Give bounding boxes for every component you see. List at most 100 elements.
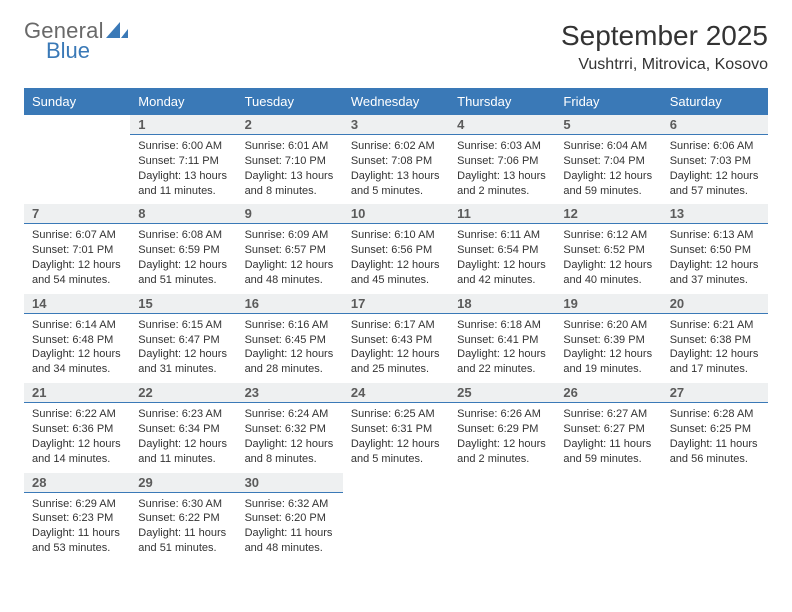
daylight-line: Daylight: 12 hours and 54 minutes. — [32, 258, 122, 288]
day-details: Sunrise: 6:27 AMSunset: 6:27 PMDaylight:… — [555, 403, 661, 472]
sunset-line: Sunset: 7:04 PM — [563, 154, 653, 169]
daylight-line: Daylight: 12 hours and 14 minutes. — [32, 437, 122, 467]
day-cell: 24Sunrise: 6:25 AMSunset: 6:31 PMDayligh… — [343, 383, 449, 472]
calendar-week-row: 7Sunrise: 6:07 AMSunset: 7:01 PMDaylight… — [24, 204, 768, 293]
weekday-header: Monday — [130, 88, 236, 115]
day-cell: 9Sunrise: 6:09 AMSunset: 6:57 PMDaylight… — [237, 204, 343, 293]
sunrise-line: Sunrise: 6:18 AM — [457, 318, 547, 333]
sunrise-line: Sunrise: 6:09 AM — [245, 228, 335, 243]
empty-day-cell: .. — [24, 115, 130, 204]
sunrise-line: Sunrise: 6:10 AM — [351, 228, 441, 243]
sunset-line: Sunset: 7:11 PM — [138, 154, 228, 169]
sunset-line: Sunset: 7:10 PM — [245, 154, 335, 169]
day-details: Sunrise: 6:06 AMSunset: 7:03 PMDaylight:… — [662, 135, 768, 204]
day-details: Sunrise: 6:28 AMSunset: 6:25 PMDaylight:… — [662, 403, 768, 472]
sunrise-line: Sunrise: 6:01 AM — [245, 139, 335, 154]
sunset-line: Sunset: 6:59 PM — [138, 243, 228, 258]
day-details: Sunrise: 6:30 AMSunset: 6:22 PMDaylight:… — [130, 493, 236, 562]
day-details: Sunrise: 6:12 AMSunset: 6:52 PMDaylight:… — [555, 224, 661, 293]
daylight-line: Daylight: 12 hours and 2 minutes. — [457, 437, 547, 467]
sunset-line: Sunset: 6:32 PM — [245, 422, 335, 437]
day-number: 26 — [555, 383, 661, 403]
day-cell: 25Sunrise: 6:26 AMSunset: 6:29 PMDayligh… — [449, 383, 555, 472]
day-number: 10 — [343, 204, 449, 224]
daylight-line: Daylight: 12 hours and 37 minutes. — [670, 258, 760, 288]
location-line: Vushtrri, Mitrovica, Kosovo — [561, 56, 768, 74]
weekday-header: Tuesday — [237, 88, 343, 115]
calendar-week-row: 21Sunrise: 6:22 AMSunset: 6:36 PMDayligh… — [24, 383, 768, 472]
day-cell: 6Sunrise: 6:06 AMSunset: 7:03 PMDaylight… — [662, 115, 768, 204]
day-cell: 27Sunrise: 6:28 AMSunset: 6:25 PMDayligh… — [662, 383, 768, 472]
day-cell: 7Sunrise: 6:07 AMSunset: 7:01 PMDaylight… — [24, 204, 130, 293]
day-details: Sunrise: 6:23 AMSunset: 6:34 PMDaylight:… — [130, 403, 236, 472]
empty-day-cell: .. — [449, 473, 555, 562]
daylight-line: Daylight: 12 hours and 57 minutes. — [670, 169, 760, 199]
sunrise-line: Sunrise: 6:07 AM — [32, 228, 122, 243]
sunset-line: Sunset: 7:06 PM — [457, 154, 547, 169]
day-number: 20 — [662, 294, 768, 314]
day-cell: 12Sunrise: 6:12 AMSunset: 6:52 PMDayligh… — [555, 204, 661, 293]
daylight-line: Daylight: 11 hours and 59 minutes. — [563, 437, 653, 467]
day-details: Sunrise: 6:22 AMSunset: 6:36 PMDaylight:… — [24, 403, 130, 472]
weekday-header: Sunday — [24, 88, 130, 115]
daylight-line: Daylight: 12 hours and 31 minutes. — [138, 347, 228, 377]
day-number: 4 — [449, 115, 555, 135]
day-cell: 17Sunrise: 6:17 AMSunset: 6:43 PMDayligh… — [343, 294, 449, 383]
day-details: Sunrise: 6:00 AMSunset: 7:11 PMDaylight:… — [130, 135, 236, 204]
daylight-line: Daylight: 13 hours and 5 minutes. — [351, 169, 441, 199]
sunset-line: Sunset: 6:29 PM — [457, 422, 547, 437]
day-number: 8 — [130, 204, 236, 224]
sunset-line: Sunset: 6:50 PM — [670, 243, 760, 258]
day-cell: 28Sunrise: 6:29 AMSunset: 6:23 PMDayligh… — [24, 473, 130, 562]
day-details: Sunrise: 6:32 AMSunset: 6:20 PMDaylight:… — [237, 493, 343, 562]
day-details: Sunrise: 6:24 AMSunset: 6:32 PMDaylight:… — [237, 403, 343, 472]
day-cell: 19Sunrise: 6:20 AMSunset: 6:39 PMDayligh… — [555, 294, 661, 383]
day-number: 18 — [449, 294, 555, 314]
sunset-line: Sunset: 6:57 PM — [245, 243, 335, 258]
sunrise-line: Sunrise: 6:27 AM — [563, 407, 653, 422]
daylight-line: Daylight: 12 hours and 25 minutes. — [351, 347, 441, 377]
sunset-line: Sunset: 6:22 PM — [138, 511, 228, 526]
sunrise-line: Sunrise: 6:04 AM — [563, 139, 653, 154]
sunset-line: Sunset: 6:54 PM — [457, 243, 547, 258]
sunset-line: Sunset: 6:39 PM — [563, 333, 653, 348]
title-block: September 2025 Vushtrri, Mitrovica, Koso… — [561, 20, 768, 74]
sunrise-line: Sunrise: 6:06 AM — [670, 139, 760, 154]
weekday-row: SundayMondayTuesdayWednesdayThursdayFrid… — [24, 88, 768, 115]
day-number: 13 — [662, 204, 768, 224]
day-number: 14 — [24, 294, 130, 314]
sunrise-line: Sunrise: 6:00 AM — [138, 139, 228, 154]
sunset-line: Sunset: 6:31 PM — [351, 422, 441, 437]
daylight-line: Daylight: 12 hours and 17 minutes. — [670, 347, 760, 377]
day-details: Sunrise: 6:03 AMSunset: 7:06 PMDaylight:… — [449, 135, 555, 204]
sunset-line: Sunset: 6:56 PM — [351, 243, 441, 258]
day-number: 2 — [237, 115, 343, 135]
sunrise-line: Sunrise: 6:20 AM — [563, 318, 653, 333]
day-cell: 26Sunrise: 6:27 AMSunset: 6:27 PMDayligh… — [555, 383, 661, 472]
sunset-line: Sunset: 6:43 PM — [351, 333, 441, 348]
day-cell: 16Sunrise: 6:16 AMSunset: 6:45 PMDayligh… — [237, 294, 343, 383]
day-number: 22 — [130, 383, 236, 403]
day-cell: 14Sunrise: 6:14 AMSunset: 6:48 PMDayligh… — [24, 294, 130, 383]
day-cell: 13Sunrise: 6:13 AMSunset: 6:50 PMDayligh… — [662, 204, 768, 293]
day-details: Sunrise: 6:14 AMSunset: 6:48 PMDaylight:… — [24, 314, 130, 383]
day-cell: 20Sunrise: 6:21 AMSunset: 6:38 PMDayligh… — [662, 294, 768, 383]
sunrise-line: Sunrise: 6:15 AM — [138, 318, 228, 333]
calendar-week-row: ..1Sunrise: 6:00 AMSunset: 7:11 PMDaylig… — [24, 115, 768, 204]
sunrise-line: Sunrise: 6:12 AM — [563, 228, 653, 243]
sunrise-line: Sunrise: 6:32 AM — [245, 497, 335, 512]
day-details: Sunrise: 6:26 AMSunset: 6:29 PMDaylight:… — [449, 403, 555, 472]
calendar-body: ..1Sunrise: 6:00 AMSunset: 7:11 PMDaylig… — [24, 115, 768, 562]
day-number: 15 — [130, 294, 236, 314]
sunrise-line: Sunrise: 6:23 AM — [138, 407, 228, 422]
sunset-line: Sunset: 6:20 PM — [245, 511, 335, 526]
day-number: 30 — [237, 473, 343, 493]
day-number: 1 — [130, 115, 236, 135]
day-number: 21 — [24, 383, 130, 403]
day-number: 28 — [24, 473, 130, 493]
daylight-line: Daylight: 11 hours and 56 minutes. — [670, 437, 760, 467]
day-cell: 21Sunrise: 6:22 AMSunset: 6:36 PMDayligh… — [24, 383, 130, 472]
day-details: Sunrise: 6:02 AMSunset: 7:08 PMDaylight:… — [343, 135, 449, 204]
daylight-line: Daylight: 12 hours and 40 minutes. — [563, 258, 653, 288]
daylight-line: Daylight: 11 hours and 48 minutes. — [245, 526, 335, 556]
